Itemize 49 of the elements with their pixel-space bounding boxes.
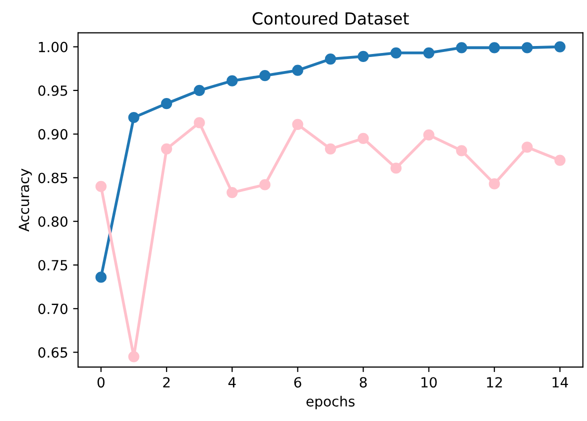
x-tick-label: 10 xyxy=(422,377,437,388)
point xyxy=(324,53,336,65)
point xyxy=(95,180,107,192)
y-tick-label: 0.90 xyxy=(38,129,68,140)
y-tick-label: 0.95 xyxy=(38,85,68,96)
x-axis-title: epochs xyxy=(306,396,355,410)
point xyxy=(488,178,500,190)
x-tick-label: 6 xyxy=(294,377,302,388)
point xyxy=(390,47,402,58)
chart-title: Contoured Dataset xyxy=(252,12,409,25)
point xyxy=(423,129,434,141)
y-tick-label: 0.70 xyxy=(38,304,68,314)
point xyxy=(292,64,304,76)
x-tick-label: 14 xyxy=(552,377,568,388)
x-tick-label: 12 xyxy=(487,377,502,388)
point xyxy=(226,75,238,86)
y-tick-label: 1.00 xyxy=(38,42,68,52)
x-tick-label: 0 xyxy=(98,377,105,388)
point xyxy=(456,145,468,156)
point xyxy=(194,84,205,96)
point xyxy=(259,179,270,190)
x-tick-label: 8 xyxy=(360,377,367,388)
y-tick-label: 0.85 xyxy=(38,172,68,184)
point xyxy=(423,47,434,58)
y-tick-label: 0.80 xyxy=(38,216,68,227)
point xyxy=(554,154,566,166)
point xyxy=(522,42,533,54)
point xyxy=(128,112,140,124)
y-tick-label: 0.65 xyxy=(38,347,68,358)
x-tick-label: 2 xyxy=(163,377,170,388)
point xyxy=(456,42,468,54)
point xyxy=(161,143,172,154)
x-tick-label: 4 xyxy=(228,377,236,388)
point xyxy=(292,118,304,130)
point xyxy=(161,98,172,110)
point xyxy=(488,42,500,54)
point xyxy=(95,272,107,283)
point xyxy=(390,162,402,174)
point xyxy=(324,143,336,154)
y-axis-title: Accuracy xyxy=(18,168,32,232)
point xyxy=(226,187,238,198)
point xyxy=(554,41,566,52)
point xyxy=(194,117,205,128)
point xyxy=(358,50,369,62)
point xyxy=(358,132,369,144)
point xyxy=(128,351,140,362)
y-tick-label: 0.75 xyxy=(38,260,68,270)
point xyxy=(522,142,533,153)
point xyxy=(259,70,270,82)
